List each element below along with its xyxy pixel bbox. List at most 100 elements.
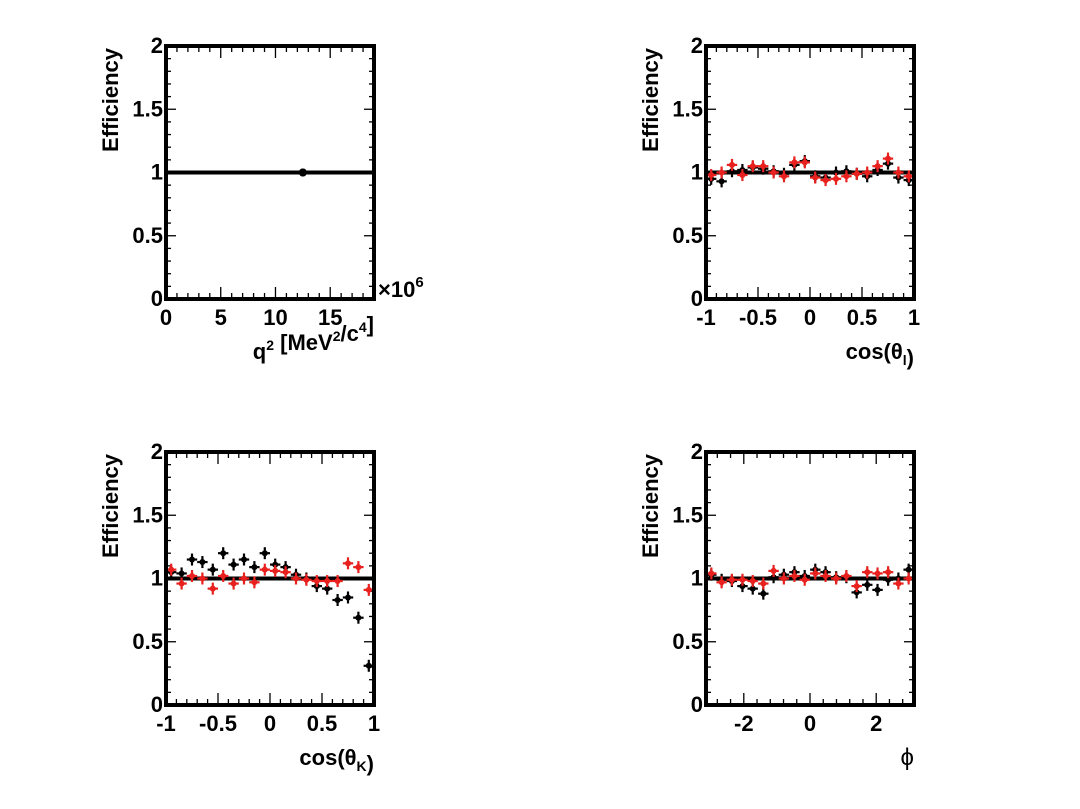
plot-panel-1: 0 0.5 1 1.5 2 0 5 10 15 ×106 Efficiency q2 [MeV2/c4… [98, 33, 424, 364]
x-tick-label: 0.5 [307, 711, 338, 736]
data-point [228, 577, 239, 590]
y-tick-label: 0 [691, 286, 703, 311]
data-point [342, 591, 354, 604]
y-tick-label: 0.5 [672, 223, 703, 248]
y-tick-label: 1 [151, 160, 163, 185]
x-tick-label: 15 [318, 305, 342, 330]
data-point [830, 572, 842, 585]
data-point [259, 563, 270, 576]
x-tick-label: 5 [215, 305, 227, 330]
data-point [737, 573, 748, 586]
y-tick-label: 0.5 [672, 629, 703, 654]
x-tick-label: 10 [263, 305, 287, 330]
data-point [768, 166, 779, 179]
data-point [841, 170, 852, 183]
x-tick-label: 0 [804, 305, 816, 330]
data-point [353, 561, 364, 574]
data-point [249, 561, 260, 574]
plot-frame [164, 450, 376, 707]
data-point [228, 558, 239, 571]
y-tick-label: 0 [151, 286, 163, 311]
data-point [789, 156, 800, 169]
data-point [758, 577, 769, 590]
data-point [882, 152, 894, 165]
y-axis-title: Efficiency [98, 453, 123, 558]
plot-panel-3: 0 0.5 1 1.5 2 -1 -0.5 0 0.5 1 Efficiency cos(θK) [98, 439, 380, 776]
x-tick-label: 2 [870, 711, 882, 736]
x-tick-label: -1 [696, 305, 716, 330]
data-point [810, 567, 821, 580]
data-point [218, 569, 229, 582]
data-point [218, 547, 229, 560]
x-tick-label: -0.5 [199, 711, 237, 736]
data-point [882, 566, 894, 579]
plot-panel-2: 0 0.5 1 1.5 2 -1 -0.5 0 0.5 1 Efficiency cos(θl) [638, 33, 920, 370]
y-axis-title: Efficiency [638, 453, 663, 558]
y-tick-label: 1 [691, 566, 703, 591]
y-tick-label: 2 [691, 33, 703, 58]
data-point [799, 573, 810, 586]
data-point [758, 587, 769, 600]
y-tick-label: 0.5 [132, 629, 163, 654]
data-point [747, 575, 758, 588]
x-axis-title: cos(θl) [846, 339, 914, 370]
data-point [726, 573, 738, 586]
y-tick-label: 0 [691, 692, 703, 717]
y-tick-label: 1.5 [672, 502, 703, 527]
plot-frame [164, 44, 376, 301]
data-point [716, 166, 727, 179]
data-point [737, 169, 748, 182]
data-point [778, 170, 790, 183]
y-tick-label: 2 [151, 33, 163, 58]
data-point [810, 171, 821, 184]
y-tick-label: 1 [151, 566, 163, 591]
data-point [342, 557, 354, 570]
data-point [207, 563, 218, 576]
x-tick-label: 0 [804, 711, 816, 736]
data-point [841, 569, 852, 582]
x-axis-title: ϕ [901, 744, 914, 771]
data-point [238, 553, 250, 566]
data-point [747, 160, 758, 173]
data-point [301, 573, 312, 586]
data-point [197, 572, 208, 585]
x-tick-label: -2 [734, 711, 754, 736]
y-tick-label: 1.5 [132, 96, 163, 121]
plot-panel-4: 0 0.5 1 1.5 2 -2 0 2 Efficiency ϕ [638, 439, 916, 771]
data-point [862, 578, 873, 591]
y-tick-label: 1.5 [672, 96, 703, 121]
data-point [789, 569, 800, 582]
x-tick-label: -1 [156, 711, 176, 736]
data-point [893, 166, 904, 179]
data-point [893, 577, 904, 590]
x-tick-label: 0 [264, 711, 276, 736]
plot-frame [704, 450, 916, 707]
y-tick-label: 2 [691, 439, 703, 464]
data-point [259, 547, 270, 560]
data-point [280, 566, 291, 579]
data-point [186, 553, 198, 566]
x-axis-exponent: ×106 [378, 274, 424, 302]
data-point [311, 575, 322, 588]
data-point [862, 166, 873, 179]
data-point [186, 569, 198, 582]
x-tick-label: -0.5 [739, 305, 777, 330]
data-point [872, 160, 883, 173]
plot-frame [704, 44, 916, 301]
data-point [820, 174, 831, 187]
x-tick-label: 0.5 [847, 305, 878, 330]
data-point [778, 572, 790, 585]
data-point [270, 564, 281, 577]
data-point [197, 556, 208, 569]
data-point [353, 611, 364, 624]
y-tick-label: 0 [151, 692, 163, 717]
data-point [872, 567, 883, 580]
y-tick-label: 2 [151, 439, 163, 464]
data-point [207, 582, 218, 595]
data-point [758, 160, 769, 173]
data-point [726, 158, 738, 171]
y-tick-label: 1 [691, 160, 703, 185]
data-point [851, 167, 862, 180]
x-axis-title: q2 [MeV2/c4] [253, 312, 374, 364]
